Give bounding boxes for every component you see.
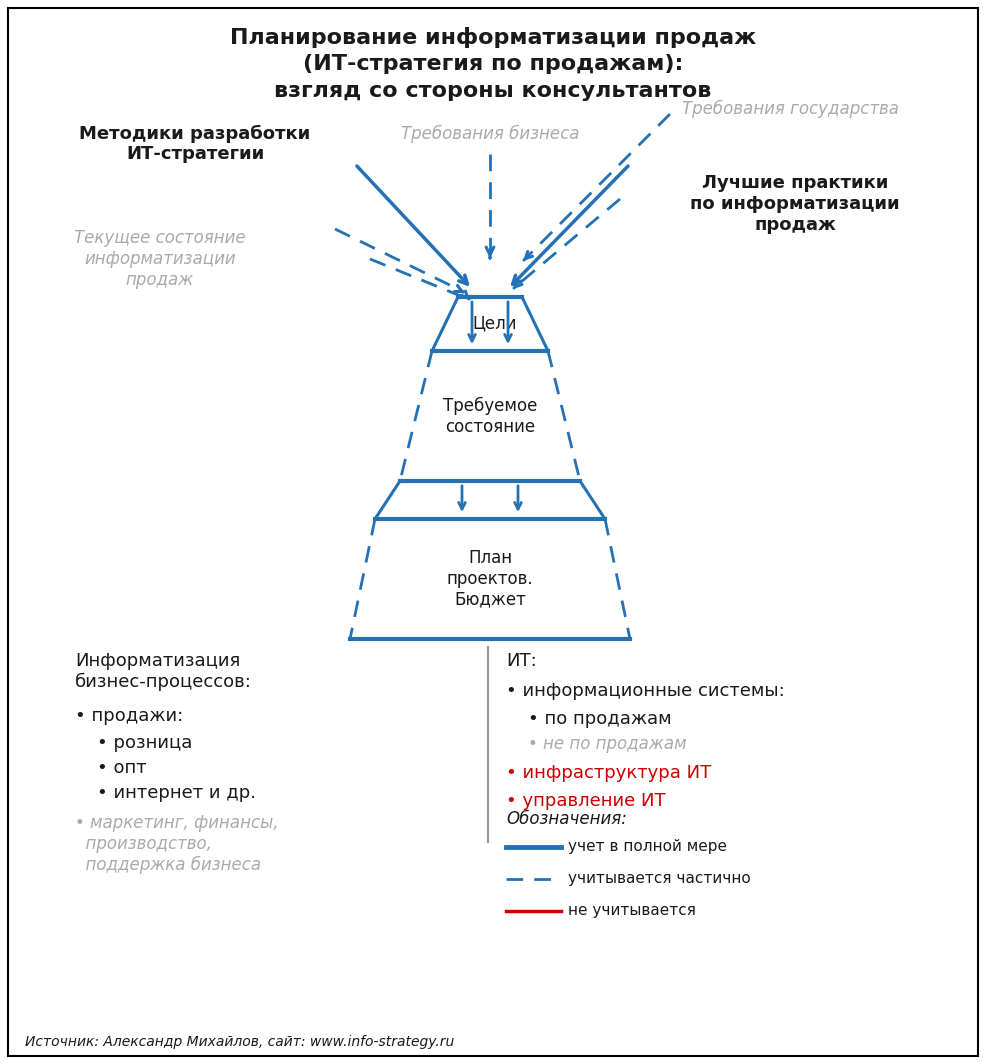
- Text: • управление ИТ: • управление ИТ: [506, 792, 666, 810]
- Text: Обозначения:: Обозначения:: [506, 810, 627, 828]
- Text: • маркетинг, финансы,
  производство,
  поддержка бизнеса: • маркетинг, финансы, производство, подд…: [75, 814, 278, 874]
- Text: Цели: Цели: [472, 314, 518, 332]
- Text: Информатизация
бизнес-процессов:: Информатизация бизнес-процессов:: [75, 652, 251, 692]
- Text: Требования государства: Требования государства: [681, 100, 898, 118]
- Text: взгляд со стороны консультантов: взгляд со стороны консультантов: [274, 81, 712, 101]
- Text: Требования бизнеса: Требования бизнеса: [400, 124, 579, 144]
- Text: • опт: • опт: [97, 759, 147, 777]
- Text: учитывается частично: учитывается частично: [568, 871, 750, 886]
- Text: • информационные системы:: • информационные системы:: [506, 682, 785, 700]
- Text: Текущее состояние
информатизации
продаж: Текущее состояние информатизации продаж: [74, 229, 246, 288]
- Text: Методики разработки
ИТ-стратегии: Методики разработки ИТ-стратегии: [80, 124, 311, 164]
- Text: (ИТ-стратегия по продажам):: (ИТ-стратегия по продажам):: [303, 54, 683, 74]
- Text: Источник: Александр Михайлов, сайт: www.info-strategy.ru: Источник: Александр Михайлов, сайт: www.…: [25, 1035, 455, 1049]
- Text: • розница: • розница: [97, 734, 192, 752]
- Text: • инфраструктура ИТ: • инфраструктура ИТ: [506, 764, 711, 782]
- Text: План
проектов.
Бюджет: План проектов. Бюджет: [447, 549, 533, 609]
- Text: ИТ:: ИТ:: [506, 652, 536, 670]
- Text: Требуемое
состояние: Требуемое состояние: [443, 397, 537, 435]
- Text: не учитывается: не учитывается: [568, 903, 696, 918]
- Text: учет в полной мере: учет в полной мере: [568, 839, 727, 854]
- Text: Лучшие практики
по информатизации
продаж: Лучшие практики по информатизации продаж: [690, 174, 900, 234]
- Text: Планирование информатизации продаж: Планирование информатизации продаж: [230, 27, 756, 48]
- Text: • интернет и др.: • интернет и др.: [97, 784, 256, 802]
- Text: • не по продажам: • не по продажам: [528, 735, 686, 753]
- Text: • по продажам: • по продажам: [528, 710, 671, 728]
- Text: • продажи:: • продажи:: [75, 706, 183, 725]
